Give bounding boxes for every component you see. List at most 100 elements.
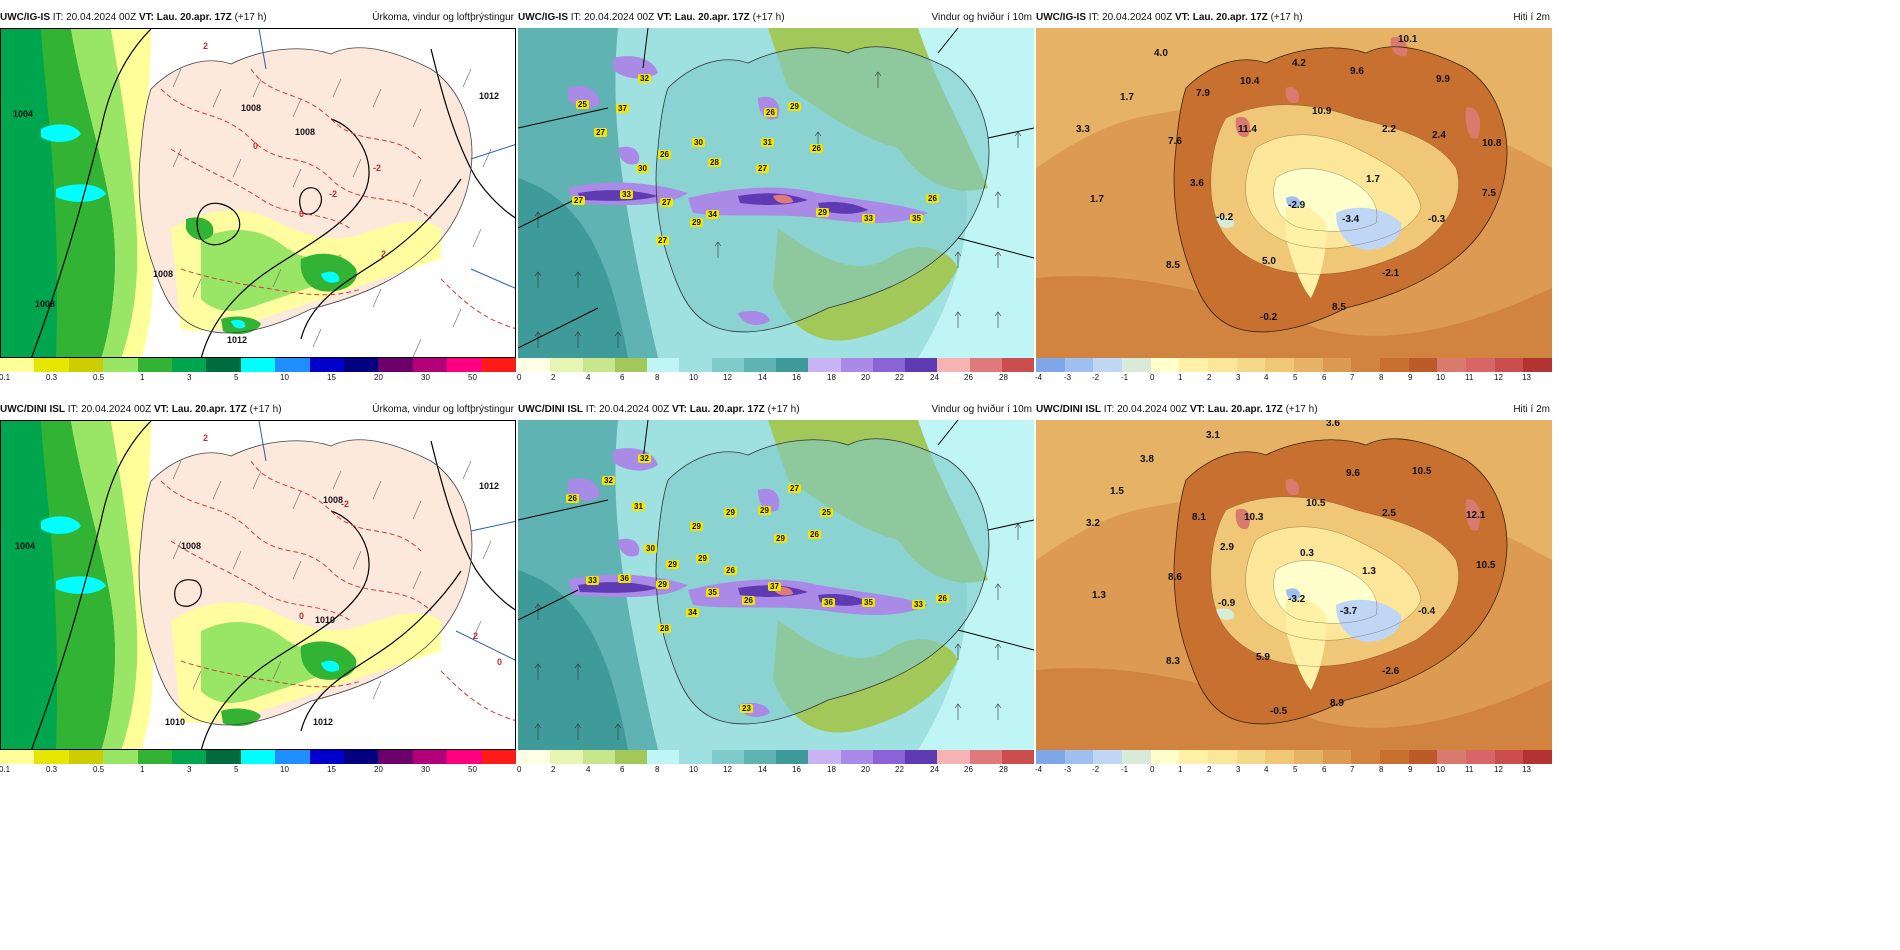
isobar-label: 1012 — [479, 481, 500, 491]
colorbar-label: 1 — [1178, 765, 1183, 774]
colorbar-label: 20 — [861, 373, 870, 382]
colorbar-swatch — [743, 358, 776, 372]
colorbar-label: 28 — [999, 373, 1008, 382]
gust-label: 30 — [644, 544, 657, 553]
colorbar-swatch — [614, 358, 647, 372]
colorbar-swatch — [34, 750, 69, 764]
lead-time: (+17 h) — [752, 12, 785, 23]
colorbar-label: 14 — [758, 765, 767, 774]
temperature-value: 3.8 — [1140, 454, 1154, 465]
colorbar-swatch — [1122, 750, 1151, 764]
colorbar-label: 26 — [964, 373, 973, 382]
colorbar-label: 0 — [1150, 765, 1155, 774]
colorbar-swatch — [378, 358, 413, 372]
gust-label: 26 — [808, 530, 821, 539]
precip-map[interactable]: 1008 1008 1008 1012 1012 1004 1008 2 0 -… — [0, 28, 516, 358]
gust-label: 35 — [706, 588, 719, 597]
colorbar-label: 2 — [551, 765, 556, 774]
colorbar-label: -4 — [1035, 765, 1043, 774]
colorbar-label: 3 — [1236, 765, 1241, 774]
gust-label: 27 — [594, 128, 607, 137]
precip-map[interactable]: 1008 1008 1012 1004 1010 1010 1012 2 -2 … — [0, 420, 516, 750]
lead-time: (+17 h) — [1270, 12, 1303, 23]
wind-map[interactable]: 32 25 37 27 30 26 30 28 27 33 27 34 29 2… — [518, 28, 1034, 358]
temperature-map[interactable]: 3.6 3.1 3.8 9.6 10.5 1.5 8.1 10.3 10.5 3… — [1036, 420, 1552, 750]
colorbar-swatch — [1093, 358, 1123, 372]
colorbar-swatch — [344, 358, 379, 372]
colorbar-label: 8 — [655, 373, 660, 382]
gust-label: 31 — [632, 502, 645, 511]
colorbar-swatch — [905, 358, 938, 372]
temperature-value: 5.0 — [1262, 256, 1276, 267]
temperature-value: -3.7 — [1340, 606, 1358, 617]
temperature-value: 9.6 — [1346, 468, 1360, 479]
colorbar-swatch — [840, 358, 873, 372]
colorbar-swatch — [937, 358, 970, 372]
valid-time: VT: Lau. 20.apr. 17Z — [656, 12, 750, 23]
init-time: IT: 20.04.2024 00Z — [585, 404, 670, 415]
colorbar-label: 8 — [1379, 373, 1384, 382]
temperature-value: -0.2 — [1260, 312, 1278, 323]
colorbar-label: -2 — [1092, 765, 1100, 774]
field-title: Úrkoma, vindur og loftþrýstingur — [372, 404, 514, 415]
field-title: Vindur og hviður í 10m — [931, 404, 1032, 415]
colorbar-label: 26 — [964, 765, 973, 774]
colorbar-swatch — [1001, 750, 1034, 764]
colorbar-label: 22 — [895, 765, 904, 774]
temperature-label: 0 — [253, 141, 259, 151]
model-name: UWC/IG-IS — [518, 12, 568, 23]
colorbar-label: 6 — [620, 765, 625, 774]
temperature-value: 4.2 — [1292, 58, 1306, 69]
temperature-label: -2 — [373, 163, 382, 173]
colorbar-swatch — [1380, 750, 1409, 764]
gust-label: 26 — [810, 144, 823, 153]
gust-label: 26 — [936, 594, 949, 603]
temperature-value: 1.3 — [1092, 590, 1106, 601]
gust-label: 27 — [756, 164, 769, 173]
colorbar-swatch — [518, 750, 551, 764]
colorbar-swatch — [969, 358, 1002, 372]
colorbar-label: 0 — [1150, 373, 1155, 382]
lead-time: (+17 h) — [234, 12, 267, 23]
gust-label: 36 — [822, 598, 835, 607]
temperature-value: -0.9 — [1218, 598, 1236, 609]
isobar-label: 1004 — [15, 541, 36, 551]
temperature-value: 8.1 — [1192, 512, 1206, 523]
colorbar-label: 24 — [930, 373, 939, 382]
colorbar-swatch — [679, 358, 712, 372]
isobar-label: 1012 — [313, 717, 334, 727]
temperature-value: 3.6 — [1326, 420, 1340, 429]
colorbar-swatch — [647, 750, 680, 764]
colorbar-label: 0 — [517, 373, 522, 382]
colorbar-label: 15 — [327, 373, 336, 382]
panel-header: UWC/IG-IS IT: 20.04.2024 00Z VT: Lau. 20… — [0, 8, 516, 28]
colorbar-swatch — [0, 750, 35, 764]
temperature-value: 1.7 — [1120, 92, 1134, 103]
temperature-value: -0.5 — [1270, 706, 1288, 717]
colorbar-label: 30 — [421, 373, 430, 382]
colorbar-label: 5 — [1293, 373, 1298, 382]
colorbar-swatch — [550, 358, 583, 372]
colorbar-swatch — [1351, 750, 1381, 764]
colorbar-swatch — [1380, 358, 1409, 372]
colorbar-swatches — [1036, 358, 1553, 372]
gust-label: 33 — [586, 576, 599, 585]
colorbar-label: 0.3 — [46, 765, 58, 774]
temperature-value: 8.5 — [1166, 260, 1180, 271]
wind-map[interactable]: 32 26 32 27 31 29 29 29 25 26 29 29 30 2… — [518, 420, 1034, 750]
colorbar-swatch — [1001, 358, 1034, 372]
temperature-value: 1.3 — [1362, 566, 1376, 577]
temperature-value: 1.7 — [1366, 174, 1380, 185]
panel-precip-row2: UWC/DINI ISL IT: 20.04.2024 00Z VT: Lau.… — [0, 400, 517, 782]
colorbar-label: 7 — [1350, 765, 1355, 774]
colorbar-label: 13 — [1522, 765, 1531, 774]
colorbar-swatch — [776, 358, 809, 372]
gust-label: 29 — [788, 102, 801, 111]
temperature-value: -0.2 — [1216, 212, 1234, 223]
gust-label: 33 — [912, 600, 925, 609]
model-name: UWC/IG-IS — [0, 12, 50, 23]
colorbar-swatch — [1036, 358, 1065, 372]
temperature-map[interactable]: 10.1 4.0 4.2 9.6 9.9 1.7 7.9 10.4 3.3 10… — [1036, 28, 1552, 358]
temperature-label: 0 — [299, 611, 305, 621]
gust-label: 25 — [576, 100, 589, 109]
